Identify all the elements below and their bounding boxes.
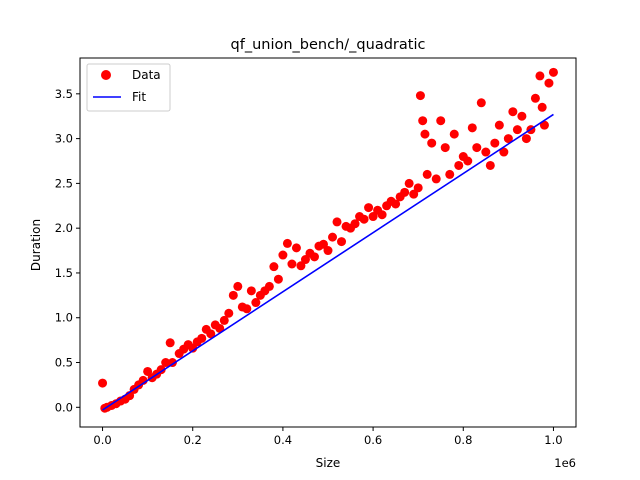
data-point [224, 308, 234, 318]
data-point [287, 259, 297, 269]
plot-marks [98, 67, 558, 413]
data-point [278, 250, 288, 260]
data-point [328, 232, 338, 242]
data-point [282, 238, 292, 248]
fit-line [102, 113, 554, 411]
data-point [269, 262, 279, 272]
axes-frame [79, 57, 577, 428]
data-point [454, 160, 464, 170]
y-tick-label: 1.0 [55, 311, 73, 325]
data-point [188, 343, 198, 353]
data-point [481, 147, 491, 157]
data-point [165, 338, 175, 348]
data-point [445, 169, 455, 179]
data-point [415, 91, 425, 101]
legend-fit-label: Fit [132, 90, 146, 104]
y-tick-label: 2.0 [55, 221, 73, 235]
data-point [427, 138, 437, 148]
plot-frame [79, 57, 577, 428]
x-tick-label: 0.2 [184, 433, 202, 447]
data-point [440, 143, 450, 153]
x-tick-label: 0.4 [274, 433, 292, 447]
y-tick-label: 3.5 [55, 87, 73, 101]
data-point [228, 290, 238, 300]
data-point [467, 123, 477, 133]
data-point [197, 333, 207, 343]
data-point [431, 174, 441, 184]
data-point [413, 183, 423, 193]
data-point [418, 116, 428, 126]
data-point [323, 246, 333, 256]
data-point [535, 71, 545, 81]
data-point [404, 178, 414, 188]
y-tick-label: 2.5 [55, 176, 73, 190]
x-axis-offset-text: 1e6 [554, 456, 576, 470]
data-point [422, 169, 432, 179]
data-point [337, 237, 347, 247]
data-point [242, 304, 252, 314]
data-point [409, 189, 419, 199]
y-tick-label: 3.0 [55, 132, 73, 146]
data-point [291, 243, 301, 253]
y-tick-label: 0.5 [55, 356, 73, 370]
data-point [332, 217, 342, 227]
data-point [206, 329, 216, 339]
data-point [436, 116, 446, 126]
data-point [296, 261, 306, 271]
legend: Data Fit [86, 63, 171, 112]
data-point [485, 160, 495, 170]
x-tick-label: 0.8 [454, 433, 472, 447]
y-axis-label: Duration [29, 219, 43, 271]
data-point [537, 102, 547, 112]
data-point [544, 78, 554, 88]
data-point [494, 120, 504, 130]
data-point [521, 134, 531, 144]
data-point [400, 187, 410, 197]
data-point [530, 93, 540, 103]
data-point [246, 286, 256, 296]
data-point [517, 111, 527, 121]
data-point [512, 125, 522, 135]
data-point [420, 129, 430, 139]
data-point [350, 219, 360, 229]
y-tick-label: 1.5 [55, 266, 73, 280]
y-tick-label: 0.0 [55, 400, 73, 414]
data-point [463, 156, 473, 166]
data-point [472, 143, 482, 153]
data-point [368, 212, 378, 222]
data-point [251, 298, 261, 308]
data-point [161, 358, 171, 368]
data-point [499, 147, 509, 157]
data-point [143, 366, 153, 376]
axis-ticks: 0.0 0.2 0.4 0.6 0.8 1.0 0.0 0.5 1.0 1.5 2.0 2.5 3.0 3… [55, 87, 563, 447]
legend-data-marker [101, 70, 111, 80]
data-point [490, 138, 500, 148]
x-tick-label: 0.0 [93, 433, 111, 447]
data-point [98, 378, 108, 388]
data-point [539, 120, 549, 130]
data-point [503, 134, 513, 144]
x-axis-label: Size [316, 456, 341, 470]
data-point [359, 214, 369, 224]
data-point [476, 98, 486, 108]
x-tick-label: 1.0 [544, 433, 562, 447]
data-point [309, 252, 319, 262]
data-point [449, 129, 459, 139]
chart-title: qf_union_bench/_quadratic [231, 37, 426, 53]
x-tick-label: 0.6 [364, 433, 382, 447]
data-point [219, 315, 229, 325]
data-point [264, 281, 274, 291]
data-point [300, 255, 310, 265]
data-point [364, 203, 374, 213]
data-point [156, 365, 166, 375]
legend-data-label: Data [132, 68, 161, 82]
data-point [233, 281, 243, 291]
data-point [273, 274, 283, 284]
data-point [508, 107, 518, 117]
data-point [548, 67, 558, 77]
data-point [391, 199, 401, 209]
data-point [318, 239, 328, 249]
data-point [377, 210, 387, 220]
